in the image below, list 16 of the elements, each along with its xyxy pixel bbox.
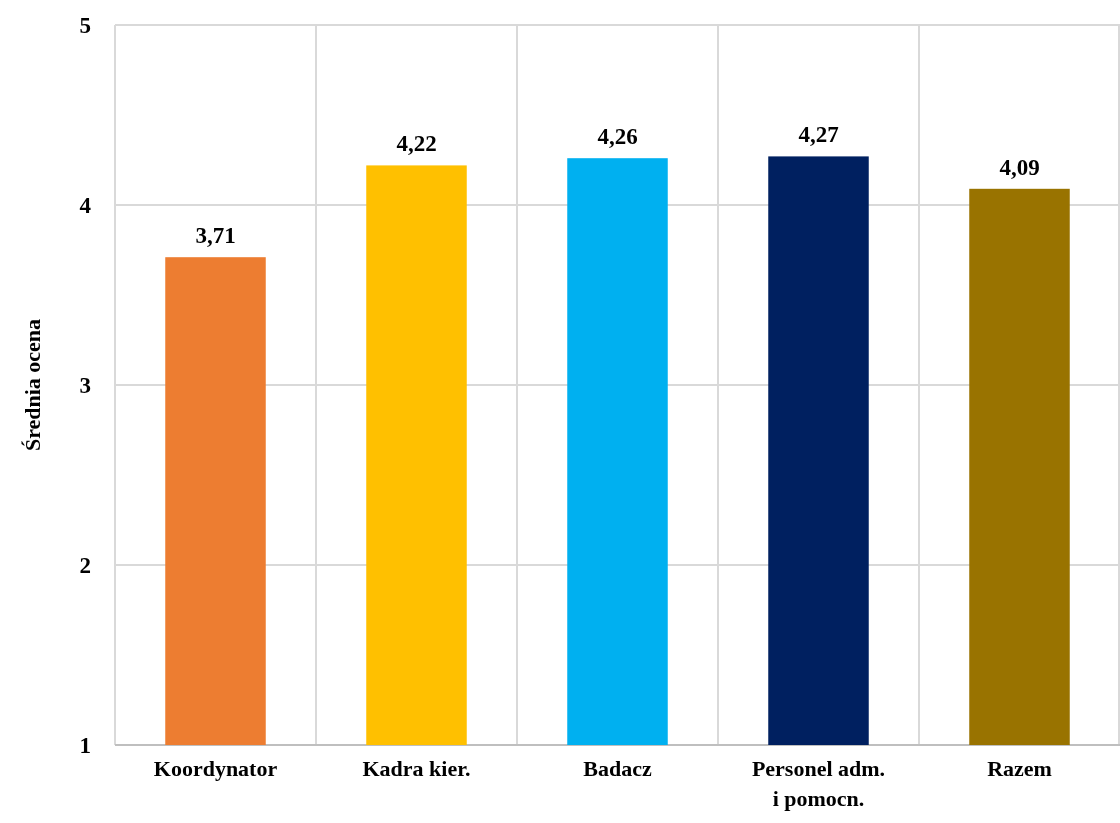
x-tick-label: Kadra kier.	[362, 756, 471, 781]
y-axis-title: Średnia ocena	[20, 318, 45, 452]
x-tick-label: Badacz	[583, 756, 652, 781]
y-tick-label: 1	[79, 733, 91, 759]
data-label: 4,09	[999, 154, 1040, 180]
data-label: 4,22	[396, 131, 437, 157]
x-tick-label: Koordynator	[153, 756, 278, 781]
y-tick-label: 5	[79, 13, 91, 39]
x-tick-label: Razem	[987, 756, 1052, 781]
data-label: 4,26	[597, 124, 638, 150]
data-label: 3,71	[195, 223, 236, 249]
y-tick-label: 3	[79, 373, 91, 399]
x-tick-label: Personel adm. i pomocn.	[751, 756, 886, 811]
y-tick-label: 2	[79, 553, 91, 579]
data-label: 4,27	[798, 122, 839, 148]
y-tick-label: 4	[79, 193, 92, 219]
